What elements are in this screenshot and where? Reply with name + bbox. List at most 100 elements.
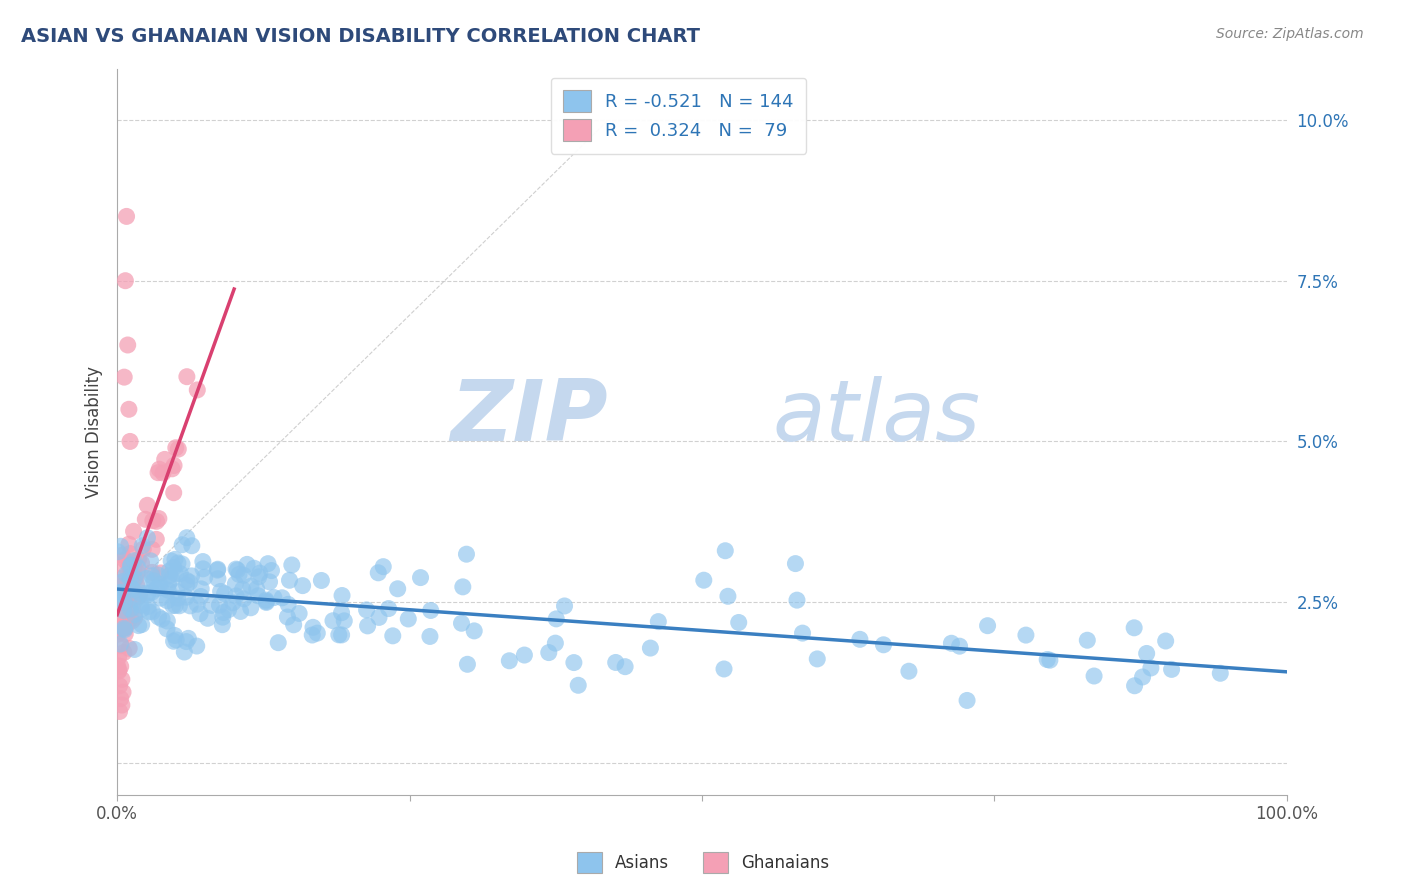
Point bbox=[288, 607, 311, 621]
Point bbox=[142, 514, 165, 528]
Point bbox=[322, 614, 344, 628]
Point bbox=[554, 599, 576, 613]
Point bbox=[141, 569, 163, 583]
Point bbox=[110, 637, 132, 651]
Point bbox=[207, 563, 229, 577]
Point bbox=[186, 597, 208, 611]
Point bbox=[108, 679, 131, 693]
Point bbox=[115, 210, 138, 224]
Point bbox=[218, 602, 240, 616]
Point bbox=[108, 607, 131, 621]
Point bbox=[112, 603, 135, 617]
Point bbox=[232, 568, 254, 582]
Point bbox=[136, 588, 159, 602]
Point bbox=[311, 574, 333, 588]
Point bbox=[239, 579, 262, 593]
Point bbox=[328, 628, 350, 642]
Point bbox=[456, 657, 478, 672]
Point bbox=[122, 554, 145, 568]
Point bbox=[107, 650, 129, 665]
Point bbox=[451, 580, 474, 594]
Point bbox=[117, 593, 139, 607]
Point bbox=[785, 557, 807, 571]
Point bbox=[373, 559, 395, 574]
Point bbox=[160, 462, 183, 476]
Point bbox=[107, 601, 129, 615]
Point bbox=[948, 639, 970, 653]
Point bbox=[1015, 628, 1038, 642]
Point bbox=[640, 641, 662, 656]
Point bbox=[166, 584, 188, 599]
Point bbox=[146, 466, 169, 480]
Legend: R = -0.521   N = 144, R =  0.324   N =  79: R = -0.521 N = 144, R = 0.324 N = 79 bbox=[551, 78, 806, 154]
Point bbox=[118, 590, 141, 604]
Point bbox=[117, 588, 139, 602]
Point bbox=[120, 562, 142, 576]
Point bbox=[111, 698, 134, 712]
Point bbox=[129, 598, 152, 612]
Point bbox=[190, 582, 212, 596]
Point bbox=[110, 607, 132, 622]
Point bbox=[132, 541, 155, 556]
Point bbox=[537, 646, 560, 660]
Point bbox=[165, 599, 187, 613]
Point bbox=[128, 618, 150, 632]
Point bbox=[108, 600, 131, 615]
Point bbox=[1140, 661, 1163, 675]
Point bbox=[114, 627, 136, 641]
Point bbox=[114, 610, 136, 624]
Point bbox=[330, 589, 353, 603]
Point bbox=[186, 639, 208, 653]
Point bbox=[283, 617, 305, 632]
Point bbox=[105, 591, 128, 605]
Point bbox=[118, 537, 141, 551]
Point bbox=[114, 623, 136, 637]
Point bbox=[149, 591, 172, 606]
Point bbox=[176, 531, 198, 545]
Point bbox=[122, 524, 145, 539]
Point bbox=[647, 615, 669, 629]
Point bbox=[463, 624, 485, 638]
Point bbox=[107, 615, 129, 630]
Point bbox=[163, 458, 186, 473]
Point bbox=[186, 383, 208, 397]
Point bbox=[162, 599, 184, 613]
Point bbox=[498, 654, 520, 668]
Point bbox=[112, 574, 135, 588]
Point bbox=[108, 579, 131, 593]
Point bbox=[605, 656, 627, 670]
Point bbox=[165, 632, 187, 647]
Point bbox=[114, 553, 136, 567]
Point bbox=[157, 577, 180, 591]
Point bbox=[247, 589, 270, 603]
Point bbox=[1132, 670, 1154, 684]
Point bbox=[228, 567, 250, 582]
Point bbox=[271, 591, 294, 605]
Point bbox=[111, 590, 134, 604]
Point bbox=[194, 570, 217, 584]
Point bbox=[263, 591, 285, 605]
Point bbox=[172, 538, 194, 552]
Point bbox=[165, 566, 187, 581]
Point bbox=[211, 617, 233, 632]
Point bbox=[849, 632, 872, 647]
Point bbox=[121, 582, 143, 596]
Point bbox=[247, 570, 270, 584]
Point bbox=[131, 556, 153, 570]
Point bbox=[1160, 662, 1182, 676]
Point bbox=[136, 531, 159, 545]
Point bbox=[112, 621, 135, 635]
Point bbox=[243, 561, 266, 575]
Point bbox=[727, 615, 749, 630]
Point bbox=[1209, 666, 1232, 681]
Point bbox=[396, 612, 419, 626]
Point bbox=[148, 511, 170, 525]
Point bbox=[180, 539, 202, 553]
Point bbox=[1136, 647, 1159, 661]
Point bbox=[118, 402, 141, 417]
Point bbox=[122, 556, 145, 570]
Point bbox=[381, 629, 404, 643]
Point bbox=[956, 693, 979, 707]
Point bbox=[120, 547, 142, 561]
Point bbox=[387, 582, 409, 596]
